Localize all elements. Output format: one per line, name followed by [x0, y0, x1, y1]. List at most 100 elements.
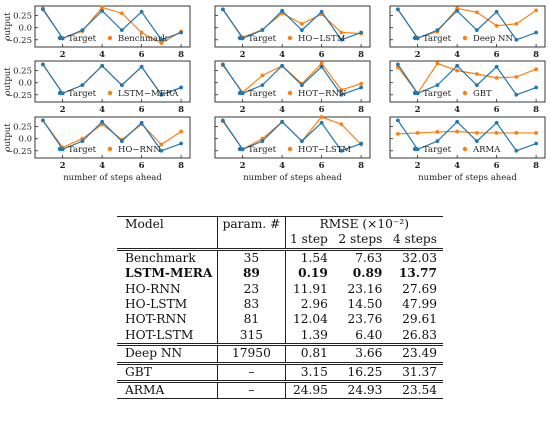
model-header: Model — [117, 216, 218, 233]
prediction-point — [494, 75, 499, 80]
model-cell: HO-LSTM — [125, 297, 188, 312]
x-tick-label: 4 — [99, 161, 105, 171]
table-row: Deep NN 17950 0.81 3.66 23.49 — [117, 343, 443, 364]
rmse-1-cell: 1.54 — [285, 247, 334, 267]
x-tick-label: 6 — [494, 50, 500, 60]
param-cell: – — [217, 361, 286, 382]
rmse-1-cell: 2.96 — [300, 297, 328, 312]
legend-prediction-marker — [287, 90, 293, 96]
legend-target-label: Target — [423, 89, 452, 99]
prediction-point — [395, 131, 400, 136]
target-point — [455, 63, 460, 68]
legend-target-marker — [412, 90, 418, 96]
rmse-2-cell: 7.63 — [333, 247, 389, 267]
legend-prediction-label: HOT−LSTM — [298, 145, 351, 155]
x-tick-label: 6 — [139, 105, 145, 115]
rmse-4-cell: 26.83 — [402, 327, 437, 342]
y-tick-label: 0.25 — [13, 12, 32, 22]
prediction-point — [534, 131, 539, 135]
x-tick-label: 6 — [494, 161, 500, 171]
target-point — [80, 139, 85, 144]
target-point — [119, 28, 124, 33]
prediction-point — [534, 67, 539, 72]
x-tick-label: 8 — [358, 161, 364, 171]
target-point — [534, 30, 539, 35]
target-point — [280, 8, 285, 13]
prediction-point — [455, 129, 460, 134]
rmse-1-cell: 0.81 — [285, 343, 334, 364]
table-row: HO-RNN 23 11.91 23.16 27.69 — [117, 281, 443, 298]
target-point — [179, 141, 184, 146]
y-tick-label: −0.25 — [6, 91, 32, 101]
target-point — [260, 139, 265, 144]
table-subheader-row: 1 step 2 steps 4 steps — [117, 232, 443, 250]
target-point — [474, 83, 479, 88]
y-tick-label: 0.0 — [18, 79, 32, 89]
table-row: LSTM-MERA 89 0.19 0.89 13.77 — [117, 266, 443, 282]
rmse-1-cell: 0.19 — [298, 266, 328, 281]
target-point — [80, 28, 85, 33]
plot-frame — [34, 116, 191, 159]
legend-prediction-label: HO−LSTM — [298, 34, 346, 44]
legend-target-marker — [57, 35, 63, 41]
y-tick-label: −0.25 — [6, 147, 32, 157]
param-cell: 35 — [217, 247, 286, 267]
rmse-1-cell: 1.39 — [300, 327, 328, 342]
target-point — [139, 9, 144, 14]
legend-target-marker — [237, 146, 243, 152]
x-tick-label: 8 — [178, 50, 184, 60]
legend-target-marker — [57, 90, 63, 96]
y-tick-label: 0.25 — [13, 67, 32, 77]
target-point — [80, 83, 85, 88]
target-point — [40, 118, 45, 123]
plot-frame — [214, 5, 371, 48]
subplot-panel: 2 4 6 8 Target ARMA number of steps ahead — [389, 116, 546, 183]
subplot-panel: 2 4 6 8 Target GBT — [389, 60, 546, 115]
prediction-point — [435, 130, 440, 134]
plot-frame — [34, 5, 191, 48]
target-point — [40, 7, 45, 12]
target-point — [319, 9, 324, 14]
target-point — [299, 139, 304, 144]
model-cell: HOT-RNN — [125, 312, 187, 327]
target-line — [42, 9, 182, 41]
prediction-point — [339, 30, 344, 35]
prediction-point — [514, 131, 519, 135]
x-axis-label: number of steps ahead — [243, 173, 342, 183]
x-tick-label: 2 — [240, 50, 246, 60]
target-point — [395, 118, 400, 123]
plot-frame — [389, 60, 546, 103]
prediction-line — [222, 9, 362, 39]
table-row: Benchmark 35 1.54 7.63 32.03 — [117, 247, 443, 267]
prediction-point — [359, 81, 364, 86]
table-row: HO-LSTM 83 2.96 14.50 47.99 — [117, 297, 443, 313]
legend-prediction-label: HOT−RNN — [298, 89, 347, 99]
legend-target-marker — [412, 35, 418, 41]
x-tick-label: 4 — [99, 105, 105, 115]
target-point — [474, 139, 479, 144]
plot-frame — [389, 116, 546, 159]
x-tick-label: 6 — [139, 50, 145, 60]
rmse-4-cell: 32.03 — [388, 247, 443, 267]
target-point — [159, 92, 164, 97]
legend-prediction-marker — [462, 35, 468, 41]
target-point — [395, 62, 400, 67]
legend-target-label: Target — [68, 34, 97, 44]
x-tick-label: 8 — [178, 105, 184, 115]
rmse-1-cell: 12.04 — [292, 312, 328, 327]
target-point — [159, 148, 164, 153]
x-tick-label: 2 — [415, 50, 421, 60]
x-tick-label: 2 — [60, 161, 66, 171]
prediction-point — [159, 142, 164, 147]
target-point — [435, 139, 440, 144]
model-cell: Deep NN — [117, 343, 218, 364]
param-cell: 315 — [217, 327, 286, 345]
target-point — [179, 85, 184, 90]
legend-prediction-marker — [462, 90, 468, 96]
legend-target-marker — [57, 146, 63, 152]
target-point — [280, 63, 285, 68]
target-point — [395, 7, 400, 12]
x-tick-label: 6 — [494, 105, 500, 115]
